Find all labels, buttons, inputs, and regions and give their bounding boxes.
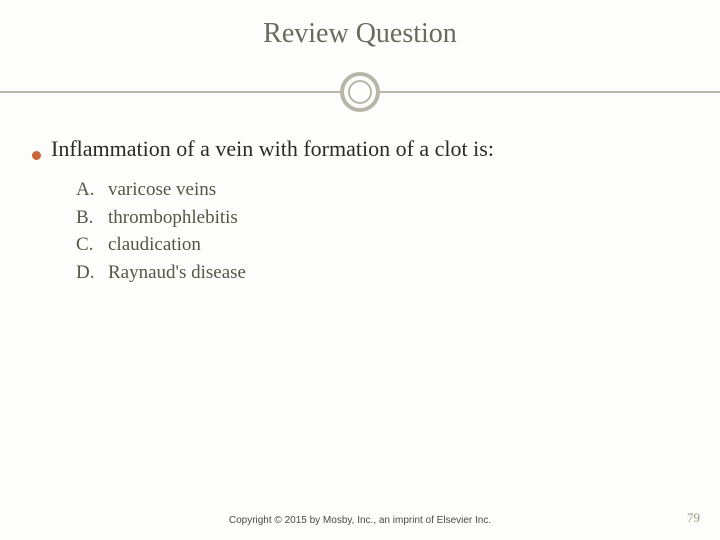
divider-circle-inner [348, 80, 372, 104]
footer: Copyright © 2015 by Mosby, Inc., an impr… [0, 515, 720, 526]
divider-circle-outer [340, 72, 380, 112]
slide-title: Review Question [0, 18, 720, 50]
options-list: A. varicose veins B. thrombophlebitis C.… [32, 176, 688, 286]
option-text: varicose veins [108, 176, 216, 204]
copyright-text: Copyright © 2015 by Mosby, Inc., an impr… [229, 515, 491, 526]
question-text: Inflammation of a vein with formation of… [51, 136, 494, 162]
option-letter: B. [76, 204, 98, 232]
option-text: claudication [108, 231, 201, 259]
bullet-icon [32, 151, 41, 160]
question-row: Inflammation of a vein with formation of… [32, 136, 688, 162]
option-letter: C. [76, 231, 98, 259]
option-text: thrombophlebitis [108, 204, 238, 232]
divider [0, 72, 720, 112]
option-letter: A. [76, 176, 98, 204]
slide: Review Question Inflammation of a vein w… [0, 0, 720, 540]
option-letter: D. [76, 259, 98, 287]
option-d: D. Raynaud's disease [76, 259, 688, 287]
content-area: Inflammation of a vein with formation of… [0, 112, 720, 286]
option-text: Raynaud's disease [108, 259, 246, 287]
option-c: C. claudication [76, 231, 688, 259]
title-area: Review Question [0, 0, 720, 50]
option-b: B. thrombophlebitis [76, 204, 688, 232]
option-a: A. varicose veins [76, 176, 688, 204]
page-number: 79 [687, 510, 700, 526]
